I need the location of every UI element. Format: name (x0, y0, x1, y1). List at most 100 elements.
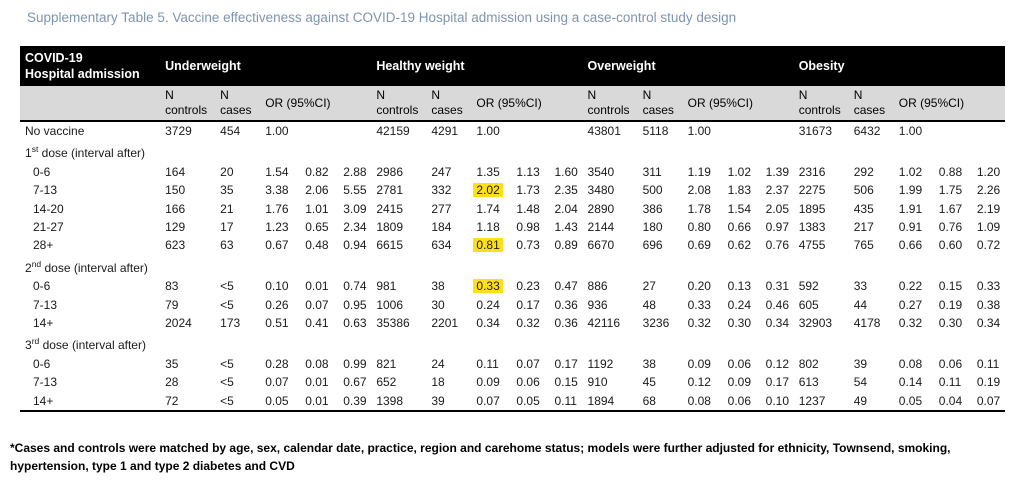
value-cell: 0.72 (976, 238, 1001, 253)
value-cell: 0.19 (938, 297, 963, 312)
value-cell: 1.19 (687, 164, 711, 179)
value-cell: 2.02 (471, 181, 511, 199)
value-cell: 0.48 (305, 238, 329, 253)
value-cell: 0.07 (476, 393, 500, 408)
row-label: 14+ (33, 393, 54, 408)
value-cell: 1.02 (898, 164, 923, 179)
dose-section-row: 1st dose (interval after) (20, 140, 1005, 162)
subheader-n-controls: N controls (160, 86, 216, 122)
data-row: 7-13 79 <5 0.26 0.07 0.95 1006 30 0.24 0.17 0.36 93… (20, 296, 1005, 314)
row-label: 0-6 (33, 356, 51, 371)
value-cell: 0.82 (305, 164, 329, 179)
value-cell: 0.13 (727, 279, 751, 294)
value-cell: 217 (853, 220, 874, 235)
value-cell: 0.17 (765, 375, 790, 390)
subheader-row: N controls N cases OR (95%CI) N controls… (20, 86, 1005, 122)
value-cell: 3729 (165, 124, 192, 138)
row-label: 28+ (33, 238, 54, 253)
value-cell: 936 (587, 297, 608, 312)
value-cell: 0.11 (554, 393, 577, 408)
value-cell: 38 (431, 279, 445, 294)
value-cell: 0.17 (516, 297, 540, 312)
value-cell: 1895 (798, 201, 826, 216)
value-cell: 0.67 (343, 375, 367, 390)
subheader-n-controls: N controls (582, 86, 638, 122)
value-cell: 42159 (376, 124, 410, 138)
value-cell: 166 (165, 201, 186, 216)
value-cell (723, 121, 761, 140)
subheader-n-line: N (165, 88, 174, 102)
value-cell: 0.62 (727, 238, 751, 253)
value-cell: 1.43 (554, 220, 578, 235)
value-cell: 45 (642, 375, 656, 390)
value-cell: 0.27 (898, 297, 923, 312)
subheader-cases-line: cases (642, 103, 674, 117)
table-footnote: *Cases and controls were matched by age,… (10, 441, 951, 474)
value-cell: 1.91 (898, 201, 923, 216)
value-cell: 184 (431, 220, 452, 235)
subheader-n-controls: N controls (793, 86, 849, 122)
subheader-or: OR (95%CI) (682, 86, 794, 122)
value-cell: 48 (642, 297, 656, 312)
value-cell: 72 (165, 393, 179, 408)
value-cell: 0.17 (554, 356, 578, 371)
value-cell: 2144 (587, 220, 615, 235)
subheader-n-cases: N cases (637, 86, 683, 122)
value-cell: 0.12 (687, 375, 711, 390)
value-cell: 0.99 (343, 356, 367, 371)
value-cell: 0.76 (765, 238, 790, 253)
value-cell: 696 (642, 238, 663, 253)
value-cell: 5118 (642, 124, 669, 138)
value-cell: 2.19 (976, 201, 1001, 216)
value-cell: 0.41 (305, 316, 329, 331)
data-row: 0-6 164 20 1.54 0.82 2.88 2986 247 1.35 1.13 1.60 3… (20, 163, 1005, 181)
value-cell: 0.81 (471, 236, 511, 254)
value-cell: 38 (642, 356, 656, 371)
value-cell: 0.34 (765, 316, 790, 331)
value-cell: 0.08 (687, 393, 711, 408)
value-cell: 0.91 (898, 220, 923, 235)
value-cell: 0.24 (727, 297, 751, 312)
value-cell: 2201 (431, 316, 459, 331)
value-cell: 44 (853, 297, 868, 312)
value-cell: 0.98 (516, 220, 540, 235)
value-cell: 5.55 (343, 183, 367, 198)
value-cell: 1.76 (265, 201, 289, 216)
value-cell: 0.01 (305, 375, 329, 390)
value-cell: 0.36 (554, 297, 578, 312)
subheader-controls-line: controls (587, 103, 630, 117)
value-cell: 33 (853, 279, 868, 294)
value-cell: 613 (798, 375, 819, 390)
value-cell: 83 (165, 279, 179, 294)
value-cell (761, 121, 794, 140)
value-cell: 3480 (587, 183, 615, 198)
value-cell: 0.22 (898, 279, 923, 294)
value-cell: 0.31 (765, 279, 790, 294)
value-cell: 18 (431, 375, 445, 390)
subheader-cases-line: cases (220, 103, 252, 117)
value-cell: 0.47 (554, 279, 578, 294)
value-cell: 0.06 (516, 375, 540, 390)
value-cell: 0.30 (938, 316, 963, 331)
subheader-cases-line: cases (431, 103, 463, 117)
value-cell: 652 (376, 375, 397, 390)
value-cell (300, 121, 338, 140)
value-cell: 1.09 (976, 220, 1001, 235)
value-cell: 35386 (376, 316, 410, 331)
value-cell: 0.10 (765, 393, 790, 408)
data-row: 14+ 2024 173 0.51 0.41 0.63 35386 2201 0.34 0.32 0… (20, 314, 1005, 332)
value-cell: 765 (853, 238, 874, 253)
value-cell: 1.67 (938, 201, 963, 216)
value-cell: 0.30 (727, 316, 751, 331)
subheader-or: OR (95%CI) (471, 86, 583, 122)
value-cell: 0.04 (938, 393, 963, 408)
value-cell: 0.19 (976, 375, 1001, 390)
value-cell: 0.60 (938, 238, 963, 253)
table-title: Supplementary Table 5. Vaccine effective… (27, 10, 737, 25)
value-cell: 1006 (376, 297, 404, 312)
group-header-obesity: Obesity (793, 46, 1005, 86)
value-cell: 1809 (376, 220, 404, 235)
subheader-or: OR (95%CI) (893, 86, 1005, 122)
value-cell: 3540 (587, 164, 615, 179)
value-cell: 1.48 (516, 201, 540, 216)
